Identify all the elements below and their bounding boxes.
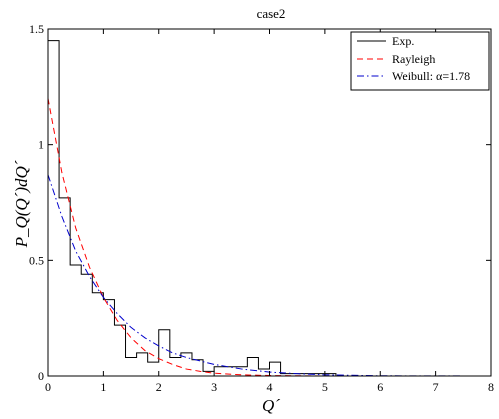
x-tick-label: 7 [433,380,439,394]
y-axis-label: P_Q(Q´)dQ´ [12,160,31,248]
y-tick-label: 1 [38,138,44,152]
x-axis-label: Q´ [262,396,280,415]
legend-label-exp: Exp. [392,34,414,48]
legend: Exp. Rayleigh Weibull: α=1.78 [350,31,490,91]
chart-title: case2 [257,6,286,21]
x-tick-label: 6 [377,380,383,394]
x-tick-label: 0 [45,380,51,394]
x-tick-label: 4 [267,380,273,394]
series-weibull-line [47,174,492,377]
series-rayleigh-line [47,98,491,377]
legend-label-weibull: Weibull: α=1.78 [392,69,470,83]
y-tick-label: 0.5 [29,253,44,267]
axis-ticks: 0 1 2 3 4 5 6 7 8 0 0.5 1 1.5 [29,22,494,394]
plot-area [47,40,492,377]
legend-box [350,31,490,91]
y-tick-label: 1.5 [29,22,44,36]
x-tick-label: 8 [488,380,494,394]
series-exp-histogram [47,40,359,377]
x-tick-label: 5 [322,380,328,394]
x-tick-label: 3 [211,380,217,394]
legend-label-rayleigh: Rayleigh [392,52,435,66]
x-tick-label: 1 [100,380,106,394]
x-tick-label: 2 [156,380,162,394]
y-tick-label: 0 [38,369,44,383]
